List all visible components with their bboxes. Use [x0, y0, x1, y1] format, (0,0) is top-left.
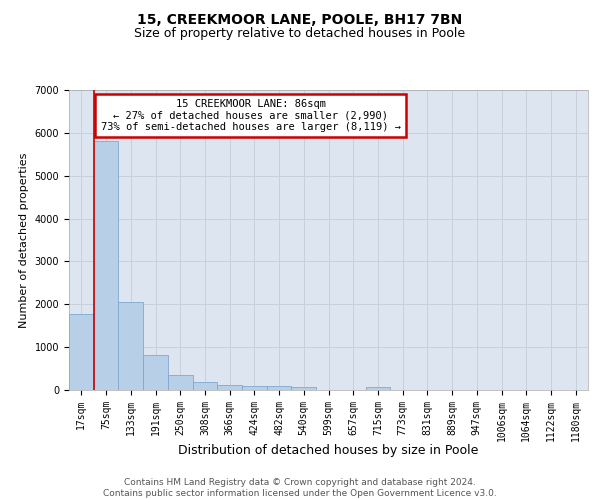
Text: Size of property relative to detached houses in Poole: Size of property relative to detached ho… — [134, 28, 466, 40]
Bar — [365, 386, 390, 390]
Bar — [143, 355, 168, 390]
Bar — [69, 314, 94, 390]
Bar — [242, 386, 267, 390]
Text: 15 CREEKMOOR LANE: 86sqm
← 27% of detached houses are smaller (2,990)
73% of sem: 15 CREEKMOOR LANE: 86sqm ← 27% of detach… — [101, 99, 401, 132]
Bar — [193, 382, 217, 390]
Bar — [292, 387, 316, 390]
Bar — [94, 142, 118, 390]
Bar — [217, 385, 242, 390]
X-axis label: Distribution of detached houses by size in Poole: Distribution of detached houses by size … — [178, 444, 479, 456]
Text: 15, CREEKMOOR LANE, POOLE, BH17 7BN: 15, CREEKMOOR LANE, POOLE, BH17 7BN — [137, 12, 463, 26]
Bar — [168, 376, 193, 390]
Text: Contains HM Land Registry data © Crown copyright and database right 2024.
Contai: Contains HM Land Registry data © Crown c… — [103, 478, 497, 498]
Y-axis label: Number of detached properties: Number of detached properties — [19, 152, 29, 328]
Bar — [267, 386, 292, 390]
Bar — [118, 302, 143, 390]
